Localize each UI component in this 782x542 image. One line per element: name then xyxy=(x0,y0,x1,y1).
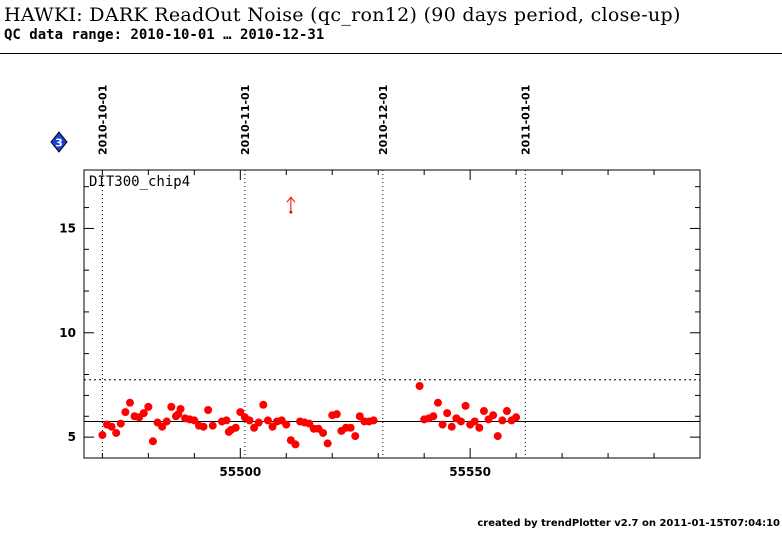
data-point xyxy=(116,419,125,428)
data-point xyxy=(493,432,502,441)
data-point xyxy=(351,432,360,441)
chart-title: HAWKI: DARK ReadOut Noise (qc_ron12) (90… xyxy=(4,4,681,26)
date-marker-label: 2010-11-01 xyxy=(239,85,252,155)
data-point xyxy=(190,416,199,425)
data-point xyxy=(470,417,479,426)
data-point xyxy=(208,421,217,430)
data-point xyxy=(346,423,355,432)
outlier-arrowhead xyxy=(286,196,296,203)
data-point xyxy=(268,422,277,431)
data-point xyxy=(498,416,507,425)
data-point xyxy=(305,419,314,428)
data-point xyxy=(475,423,484,432)
data-point xyxy=(291,440,300,449)
data-point xyxy=(456,417,465,426)
diamond-icon xyxy=(50,131,68,153)
data-point xyxy=(319,428,328,437)
outlier-point xyxy=(289,210,293,214)
data-point xyxy=(162,417,171,426)
data-point xyxy=(107,422,116,431)
data-point xyxy=(502,407,511,416)
data-point xyxy=(429,412,438,421)
plot-frame xyxy=(83,169,701,459)
data-point xyxy=(415,382,424,390)
data-point xyxy=(144,402,153,411)
data-point xyxy=(199,422,208,431)
data-point xyxy=(176,404,185,413)
footer-credit: created by trendPlotter v2.7 on 2011-01-… xyxy=(477,518,780,529)
data-point xyxy=(461,401,470,410)
x-tick-label: 55550 xyxy=(449,465,491,479)
data-point xyxy=(121,408,130,417)
data-point xyxy=(148,437,157,446)
data-point xyxy=(512,413,521,422)
data-point xyxy=(355,412,364,421)
page-index-badge-label: 3 xyxy=(55,137,63,150)
header-divider xyxy=(0,53,782,54)
data-point xyxy=(479,407,488,416)
data-point xyxy=(222,416,231,425)
data-point xyxy=(204,406,213,414)
data-point xyxy=(443,409,452,418)
data-point xyxy=(158,422,167,431)
data-point xyxy=(447,422,456,431)
data-point xyxy=(139,409,148,418)
data-point xyxy=(323,439,332,448)
data-point xyxy=(125,398,134,407)
data-point xyxy=(489,411,498,420)
chart-subtitle: QC data range: 2010-10-01 … 2010-12-31 xyxy=(4,27,325,43)
page-index-badge[interactable]: 3 xyxy=(50,131,68,153)
panel-label: DIT300_chip4 xyxy=(89,174,190,190)
data-point xyxy=(263,416,272,425)
data-point xyxy=(254,418,263,427)
data-point xyxy=(245,416,254,425)
data-point xyxy=(231,423,240,432)
data-point xyxy=(250,423,259,432)
date-marker-label: 2011-01-01 xyxy=(519,85,532,155)
data-point xyxy=(282,420,291,429)
date-marker-label: 2010-10-01 xyxy=(96,85,109,155)
data-point xyxy=(369,416,378,425)
data-point xyxy=(438,420,447,429)
data-point xyxy=(332,410,341,419)
x-tick-label: 55500 xyxy=(219,465,261,479)
y-tick-label: 15 xyxy=(59,221,76,235)
data-point xyxy=(167,402,176,411)
data-point xyxy=(259,400,268,409)
y-tick-label: 5 xyxy=(68,430,76,444)
data-point xyxy=(112,428,121,437)
data-point xyxy=(98,431,107,440)
data-point xyxy=(433,398,442,407)
date-marker-label: 2010-12-01 xyxy=(377,85,390,155)
y-tick-label: 10 xyxy=(59,326,76,340)
data-point xyxy=(236,408,245,417)
